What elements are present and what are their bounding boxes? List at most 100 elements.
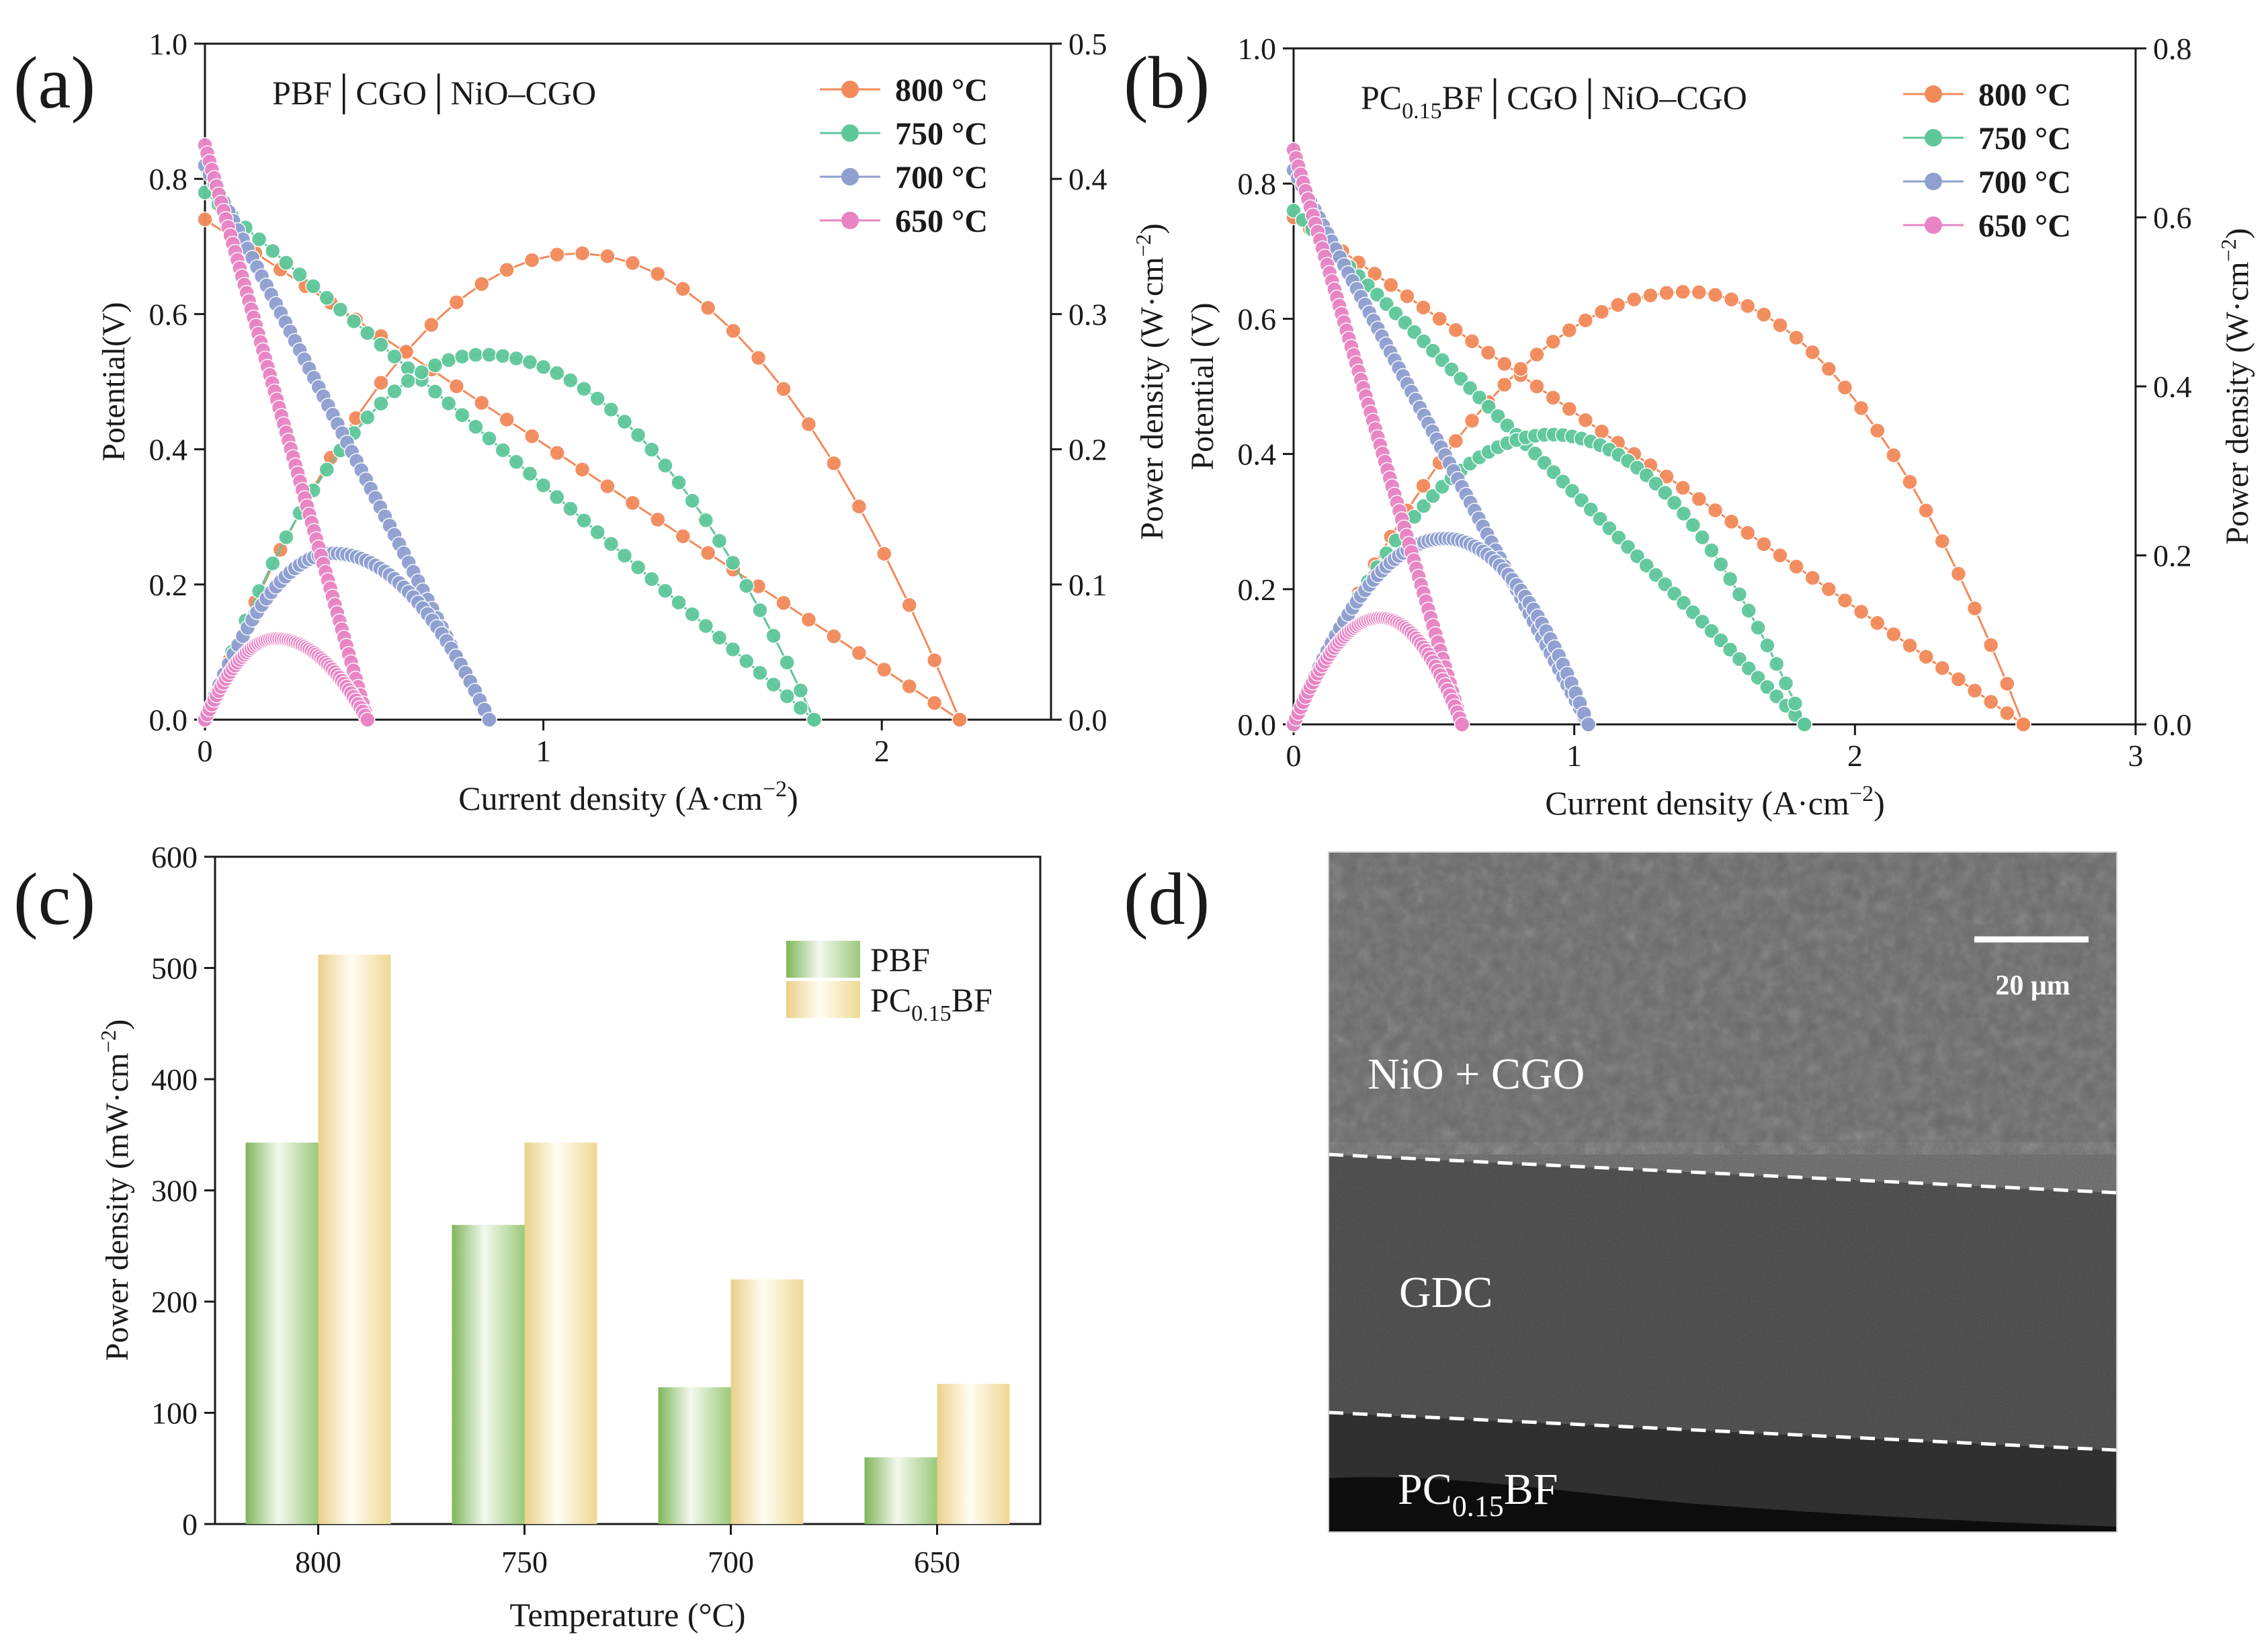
power-point <box>725 323 741 339</box>
power-point <box>523 252 540 268</box>
legend-label: 750 °C <box>1978 121 2071 157</box>
legend-marker <box>841 212 859 229</box>
x-tick-label: 650 <box>914 1545 960 1579</box>
legend-marker <box>1925 85 1942 103</box>
power-point <box>2015 716 2031 732</box>
interface-line-bottom <box>1329 1410 2117 1452</box>
potential-point <box>792 700 809 716</box>
potential-point <box>1546 464 1562 480</box>
power-point <box>1999 675 2015 692</box>
series-800C <box>1286 209 2031 732</box>
power-point <box>495 348 511 364</box>
power-point <box>1740 602 1757 619</box>
y2-tick-label: 0.2 <box>1068 433 1107 467</box>
panel-a-x-ticks: 0 1 2 <box>198 720 890 768</box>
legend-marker <box>841 124 859 142</box>
power-point <box>1934 533 1951 550</box>
power-point <box>644 441 660 458</box>
potential-point <box>1366 265 1383 282</box>
x-tick-label: 2 <box>874 734 890 768</box>
power-point <box>1723 291 1740 308</box>
y-tick-label: 0.6 <box>1238 302 1277 336</box>
legend-label: 700 °C <box>895 160 988 196</box>
potential-point <box>1768 688 1785 705</box>
bar-pbf-800 <box>245 1142 319 1524</box>
series-650C <box>197 137 376 728</box>
power-point <box>1722 571 1738 587</box>
y-tick-label: 200 <box>151 1285 198 1319</box>
x-tick-label: 0 <box>1286 738 1302 773</box>
y-tick-label: 0.4 <box>149 433 188 467</box>
potential-point <box>1464 333 1480 349</box>
y-tick-label: 100 <box>151 1396 198 1431</box>
potential-point <box>1388 305 1404 322</box>
power-point <box>1796 716 1812 732</box>
potential-point <box>345 313 362 329</box>
power-point <box>1886 447 1902 464</box>
panel-a-y2-ticks: 0.0 0.1 0.2 0.3 0.4 0.5 <box>1051 27 1107 737</box>
potential-point <box>1545 390 1561 406</box>
potential-point <box>752 665 768 681</box>
potential-point <box>826 628 842 644</box>
y-tick-label: 0.2 <box>1238 573 1277 607</box>
potential-point <box>775 595 792 611</box>
y2-tick-label: 0.4 <box>2153 370 2192 404</box>
power-point <box>926 652 943 669</box>
potential-point <box>1694 614 1710 630</box>
potential-point <box>251 231 267 247</box>
potential-point <box>1638 557 1654 574</box>
x-tick-label: 1 <box>1566 738 1582 773</box>
scale-bar-label: 20 μm <box>1995 970 2070 1001</box>
panel-c-y-axis-label: Power density (mW·cm−2) <box>96 1019 135 1361</box>
potential-point <box>1691 491 1708 507</box>
potential-point <box>1759 679 1775 695</box>
potential-point <box>1415 299 1431 316</box>
power-point <box>549 247 565 263</box>
panel-a-x-axis-label: Current density (A·cm−2) <box>458 777 798 817</box>
potential-point <box>1666 585 1683 602</box>
panel-d-letter: (d) <box>1124 858 1210 940</box>
power-point <box>1561 322 1577 339</box>
power-point <box>1415 498 1432 514</box>
potential-point <box>1620 539 1636 555</box>
panel-b-legend: 800 °C 750 °C 700 °C 650 °C <box>1903 77 2071 244</box>
y2-tick-label: 0.2 <box>2153 539 2192 573</box>
potential-point <box>1527 446 1544 462</box>
potential-point <box>576 512 592 529</box>
power-point <box>576 380 592 397</box>
potential-point <box>1788 558 1804 575</box>
power-point <box>1496 376 1513 393</box>
power-point <box>562 372 579 388</box>
power-point <box>319 461 335 478</box>
legend-label: 800 °C <box>895 73 988 108</box>
panel-a-y2-axis-label: Power density (W·cm−2) <box>1131 223 1170 540</box>
power-point <box>765 628 782 644</box>
bar-pbf-750 <box>452 1224 525 1524</box>
power-point <box>1580 716 1597 732</box>
potential-point <box>548 489 565 505</box>
series-650C <box>1286 142 1470 732</box>
power-point <box>671 474 687 491</box>
power-point <box>448 294 465 310</box>
power-point <box>474 276 490 292</box>
power-point <box>1704 542 1720 558</box>
panel-c-chart: 0 100 200 300 400 500 600 800 750 700 650 PBF PC0… <box>96 840 1042 1634</box>
y2-tick-label: 0.5 <box>1068 27 1107 61</box>
potential-point <box>373 337 389 353</box>
y2-tick-label: 0.8 <box>2153 32 2192 66</box>
potential-point <box>698 618 714 634</box>
power-point <box>1626 291 1642 308</box>
legend-swatch-pc015bf <box>786 981 860 1018</box>
power-point <box>1447 433 1464 449</box>
potential-point <box>657 583 673 599</box>
potential-point <box>1447 322 1464 338</box>
power-point <box>1756 306 1772 323</box>
potential-point <box>1853 603 1870 620</box>
panel-a-curves <box>197 137 968 728</box>
y2-tick-label: 0.0 <box>1068 703 1107 737</box>
power-point <box>1454 716 1470 732</box>
potential-point <box>1434 352 1450 368</box>
y-tick-label: 0.0 <box>1238 708 1277 742</box>
potential-point <box>562 501 579 517</box>
potential-point <box>332 301 349 318</box>
